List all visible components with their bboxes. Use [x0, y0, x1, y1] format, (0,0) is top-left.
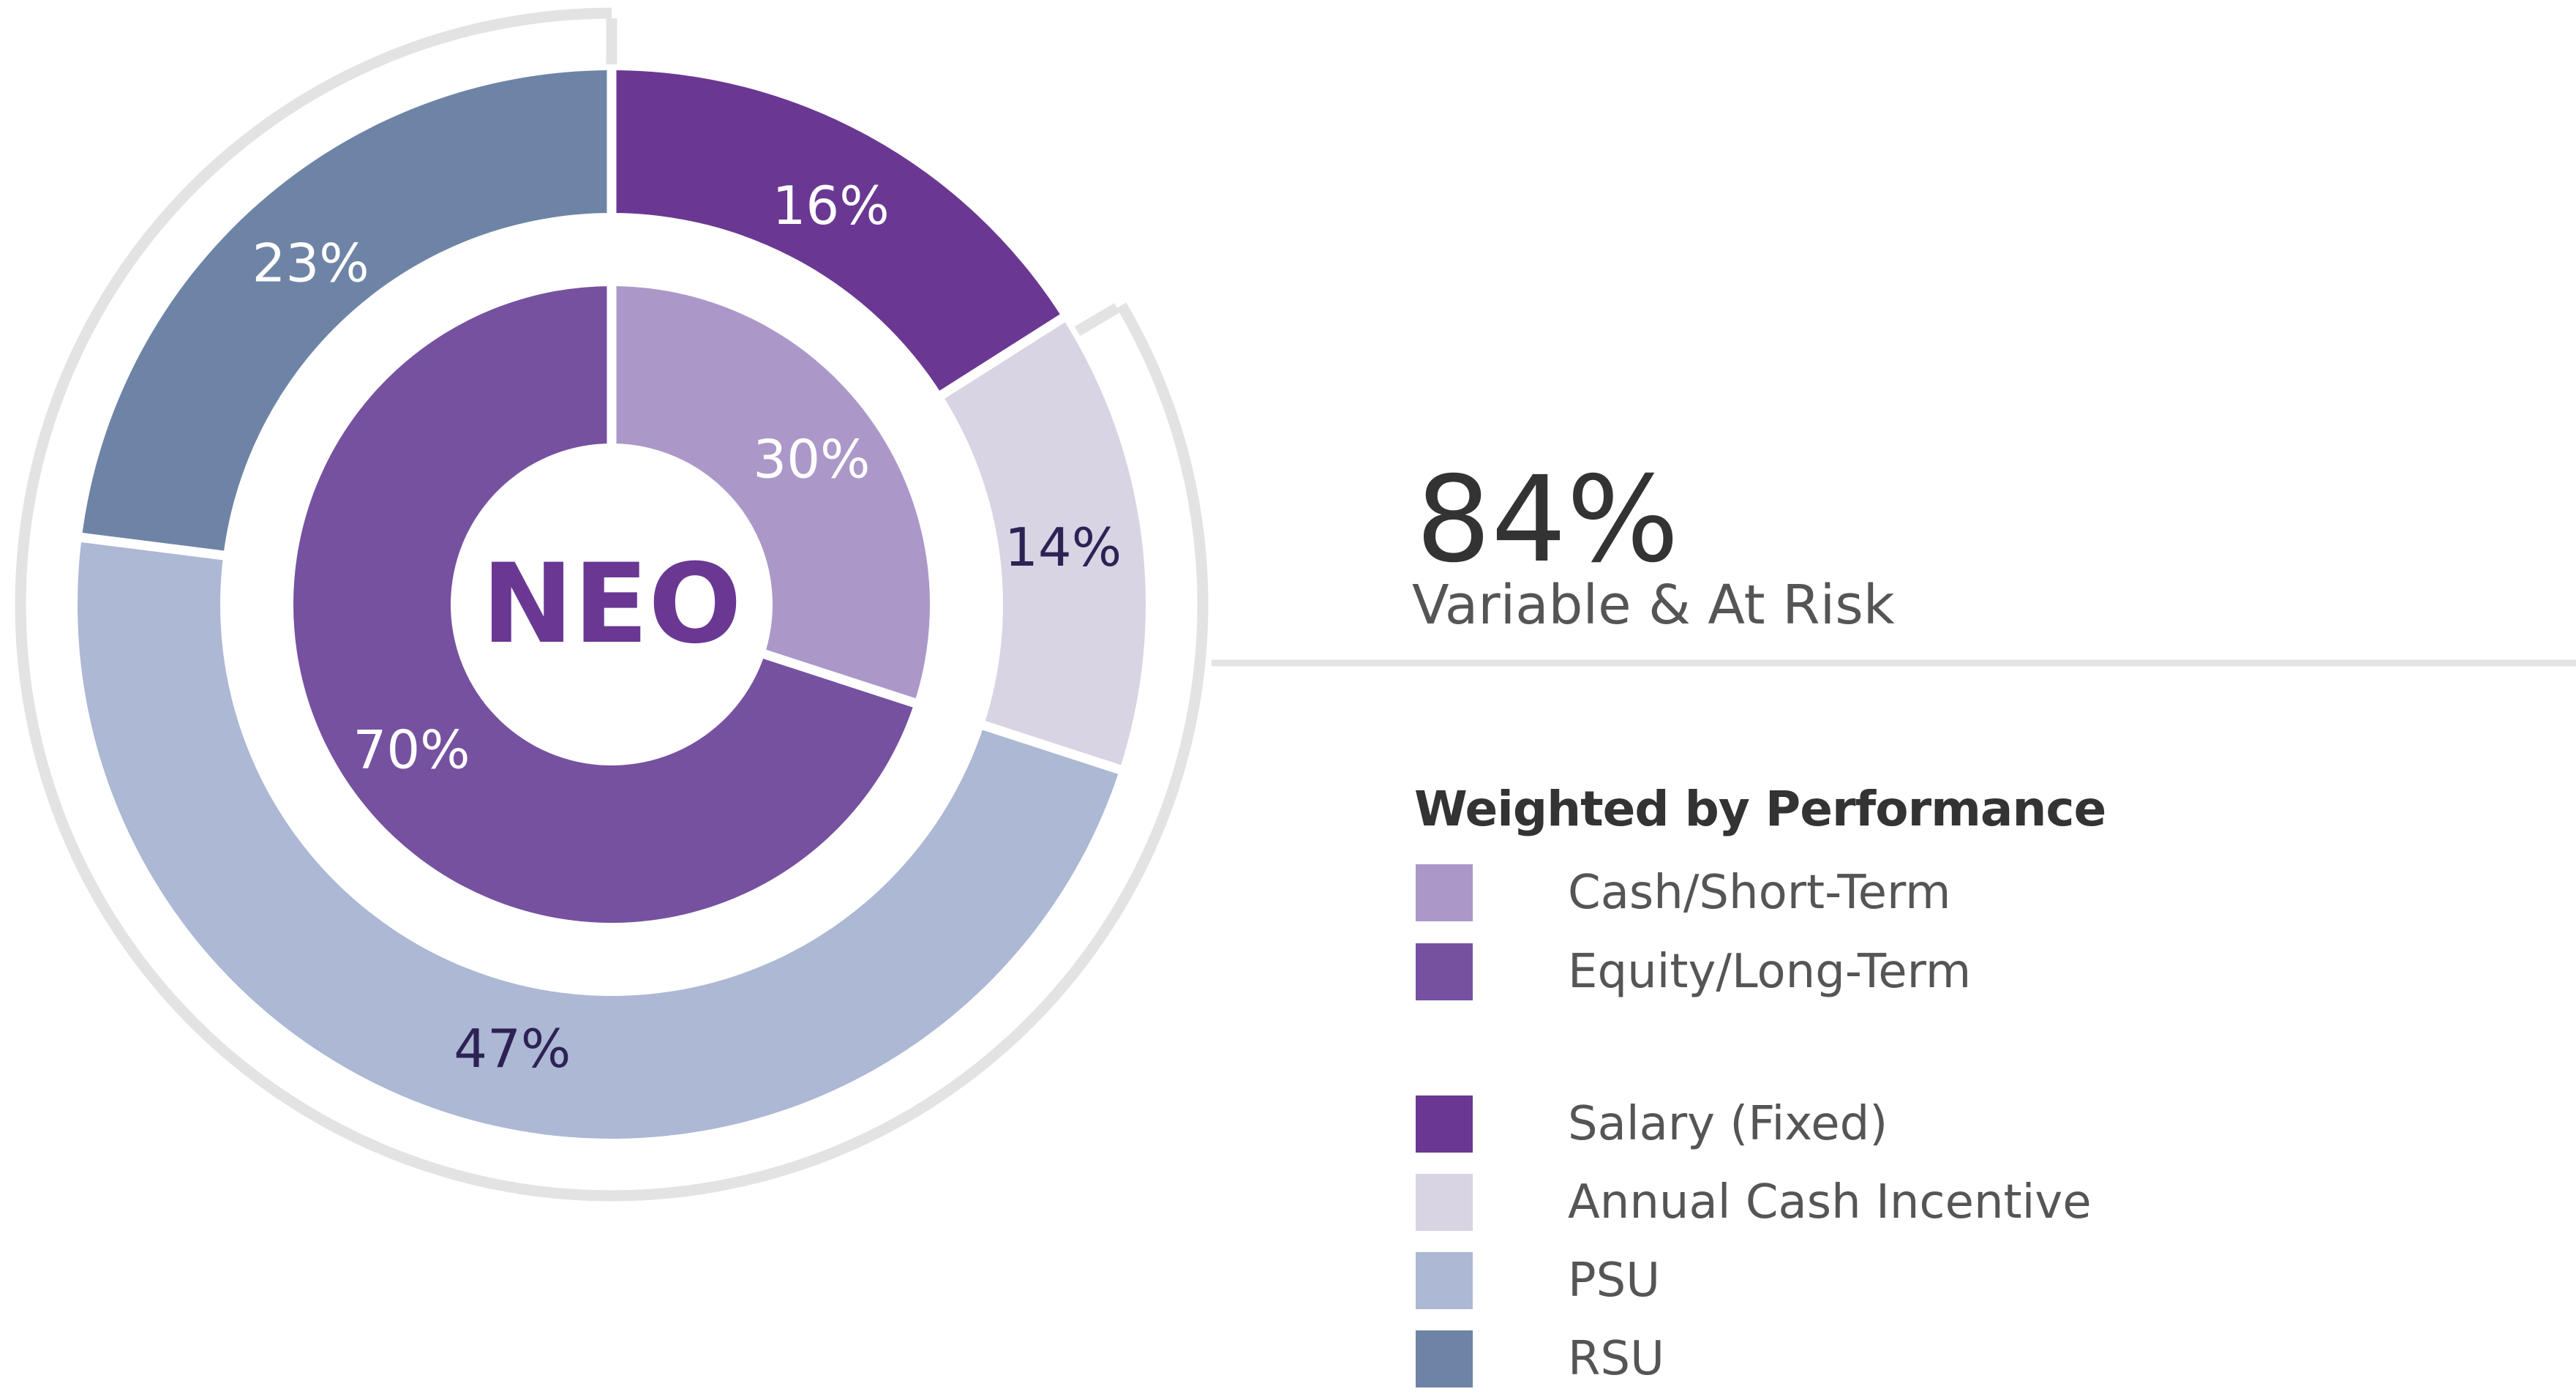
outer-slice-rsu: [81, 70, 612, 555]
outer-slice-annual-cash-incentive: [942, 318, 1146, 770]
legend-swatch: [1416, 1095, 1473, 1153]
legend-label: Annual Cash Incentive: [1568, 1175, 2092, 1229]
outer-separator: [980, 720, 1123, 775]
slice-labels: 16% 14% 47% 23% 30% 70%: [252, 175, 1122, 1079]
inner-slice-equity-long-term: [293, 286, 915, 924]
legend-label: Cash/Short-Term: [1568, 866, 1951, 920]
legend-swatch: [1416, 864, 1473, 921]
outer-separator: [938, 313, 1067, 400]
outer-label-psu: 47%: [454, 1018, 571, 1079]
inner-label-equity-long-term: 70%: [353, 719, 470, 781]
variable-at-risk-label: Variable & At Risk: [1412, 574, 1895, 637]
legend-swatch: [1416, 1174, 1473, 1231]
outer-label-rsu: 23%: [252, 232, 369, 293]
legend-swatch: [1416, 943, 1473, 1000]
variable-bracket-outer: [15, 7, 1209, 1202]
legend-item-equity-long-term: Equity/Long-Term: [1416, 943, 1971, 1001]
legend-item-psu: PSU: [1416, 1251, 1660, 1310]
inner-label-cash-short-term: 30%: [753, 428, 870, 490]
legend-swatch: [1416, 1330, 1473, 1387]
variable-at-risk-value: 84%: [1416, 452, 1680, 589]
legend-label: RSU: [1568, 1332, 1664, 1386]
outer-label-annual-cash-incentive: 14%: [1005, 517, 1122, 578]
legend-swatch: [1416, 1252, 1473, 1309]
variable-at-risk-bracket: [15, 7, 1209, 1202]
legend-label: PSU: [1568, 1254, 1661, 1308]
inner-ring: [293, 285, 930, 924]
legend-heading: Weighted by Performance: [1414, 781, 2106, 837]
legend-item-salary-fixed: Salary (Fixed): [1416, 1095, 1888, 1153]
center-label: NEO: [481, 541, 742, 668]
variable-bracket-outer-end: [1074, 303, 1120, 337]
inner-slice-cash-short-term: [612, 286, 930, 703]
outer-slice-salary-fixed: [612, 70, 1063, 395]
legend-item-rsu: RSU: [1416, 1330, 1664, 1388]
legend-item-cash-short-term: Cash/Short-Term: [1416, 864, 1950, 922]
legend-item-annual-cash-incentive: Annual Cash Incentive: [1416, 1173, 2092, 1232]
inner-separator: [762, 649, 917, 708]
legend-label: Salary (Fixed): [1568, 1097, 1888, 1151]
legend-label: Equity/Long-Term: [1568, 945, 1972, 999]
outer-slice-psu: [77, 537, 1120, 1139]
outer-label-salary-fixed: 16%: [773, 175, 890, 236]
outer-separator: [79, 532, 226, 561]
outer-ring: [77, 69, 1146, 1139]
